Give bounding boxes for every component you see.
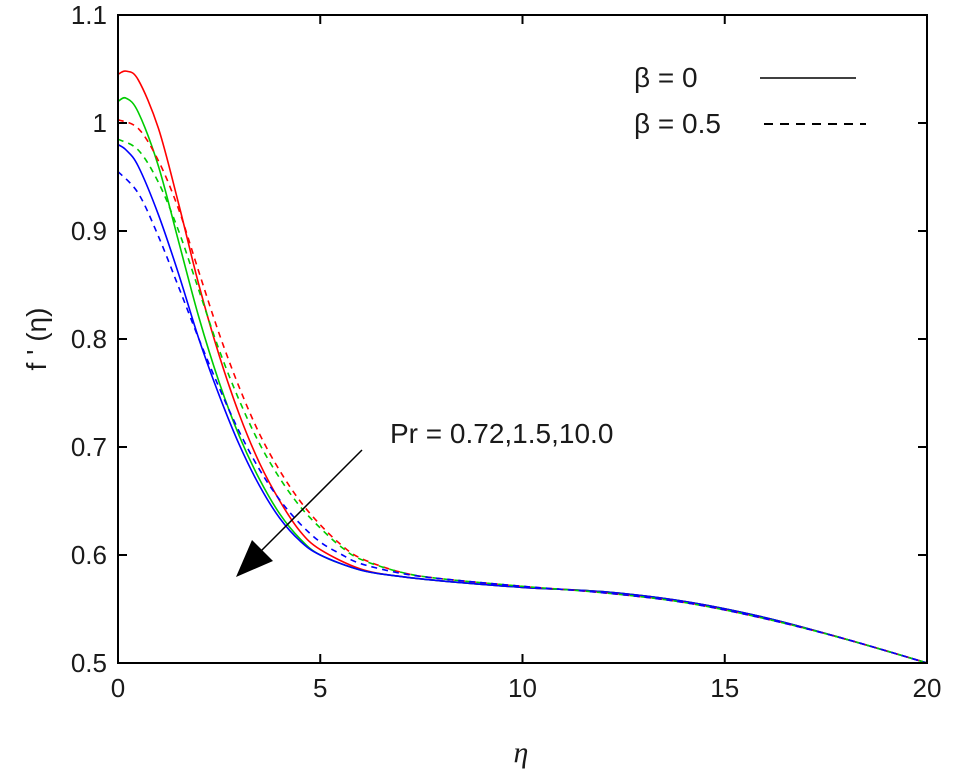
x-tick-label: 15 xyxy=(710,673,739,703)
y-tick-label: 1 xyxy=(93,108,107,138)
x-tick-label: 20 xyxy=(913,673,942,703)
x-tick-label: 10 xyxy=(508,673,537,703)
legend-label-dashed: β = 0.5 xyxy=(634,108,721,139)
y-tick-label: 0.6 xyxy=(71,540,107,570)
series-layer xyxy=(117,70,928,664)
annotation-label: Pr = 0.72,1.5,10.0 xyxy=(390,418,613,449)
series-line-green-solid xyxy=(117,96,928,664)
x-tick-label: 5 xyxy=(313,673,327,703)
series-line-blue-dashed xyxy=(117,171,928,664)
annotation-arrowhead xyxy=(236,540,273,577)
ticks-layer: 0 5 10 15 20 0.5 0.6 0.7 0.8 0.9 1 1.1 xyxy=(71,0,942,703)
annotation-arrow-line xyxy=(255,449,363,557)
y-tick-label: 0.8 xyxy=(71,324,107,354)
y-tick-label: 0.5 xyxy=(71,648,107,678)
series-line-green-dashed xyxy=(117,138,928,664)
legend: β = 0 β = 0.5 xyxy=(634,62,866,139)
legend-label-solid: β = 0 xyxy=(634,62,698,93)
series-line-red-dashed xyxy=(117,119,928,664)
y-axis-label: f ' (η) xyxy=(21,308,52,371)
y-tick-label: 0.9 xyxy=(71,216,107,246)
plot-frame xyxy=(117,14,928,664)
y-tick-label: 0.7 xyxy=(71,432,107,462)
annotation: Pr = 0.72,1.5,10.0 xyxy=(236,418,613,577)
y-tick-label: 1.1 xyxy=(71,0,107,30)
series-line-blue-solid xyxy=(117,143,928,664)
x-tick-label: 0 xyxy=(111,673,125,703)
x-axis-label: η xyxy=(514,736,529,769)
